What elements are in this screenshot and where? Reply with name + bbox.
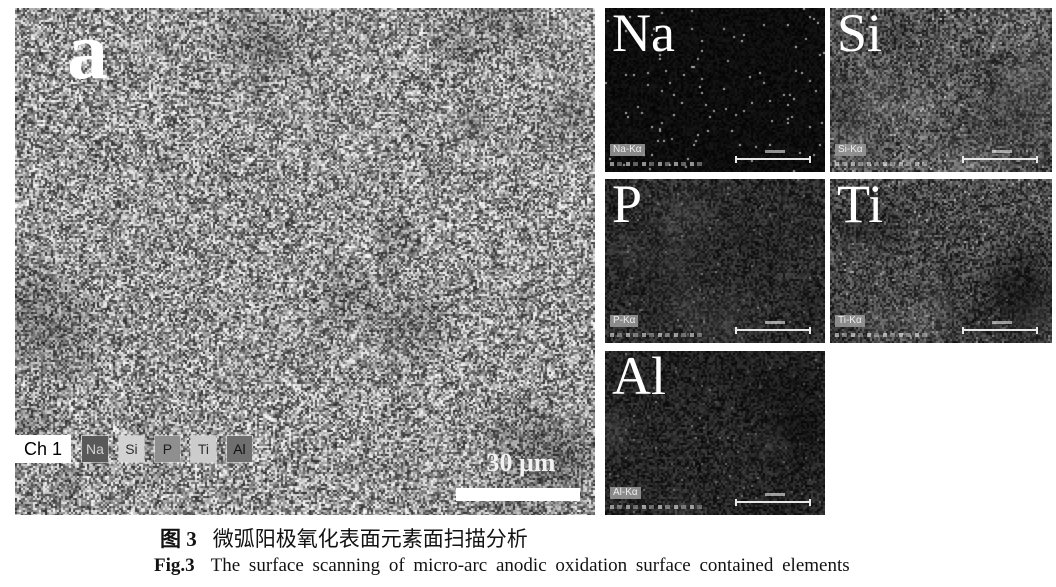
channel-element-row: Ch 1 Na Si P Ti Al	[15, 435, 252, 463]
scale-bar-microlabel	[765, 150, 785, 153]
caption-chinese-text: 微弧阳极氧化表面元素面扫描分析	[213, 527, 528, 551]
element-chip-p: P	[155, 436, 180, 462]
panel-letter-label: a	[67, 10, 108, 92]
channel-label: Ch 1	[15, 435, 71, 463]
caption-chinese: 图 3 微弧阳极氧化表面元素面扫描分析	[160, 523, 528, 553]
element-chip-na: Na	[82, 436, 108, 462]
eds-map-panel-al: Al Al-Kα	[605, 351, 825, 515]
xray-line-badge: P-Kα	[610, 315, 638, 327]
scale-bar-microlabel	[992, 321, 1012, 324]
element-label: Si	[837, 8, 882, 64]
scale-bar-label: 30 μm	[456, 448, 586, 478]
element-chip-al: Al	[227, 436, 252, 462]
metadata-microtext	[610, 333, 706, 337]
metadata-microtext	[610, 162, 706, 166]
xray-line-badge: Al-Kα	[610, 487, 641, 499]
element-label: Ti	[837, 179, 883, 235]
caption-english-text: The surface scanning of micro-arc anodic…	[211, 555, 850, 576]
caption-english-tag: Fig.3	[154, 555, 195, 576]
scale-bar	[735, 499, 811, 506]
metadata-microtext	[835, 162, 931, 166]
eds-map-panel-ti: Ti Ti-Kα	[830, 179, 1052, 343]
element-label: Al	[612, 351, 666, 407]
metadata-microtext	[835, 333, 931, 337]
scale-bar-microlabel	[992, 150, 1012, 153]
eds-map-panel-p: P P-Kα	[605, 179, 825, 343]
sem-main-panel: a Ch 1 Na Si P Ti Al 30 μm	[15, 8, 595, 515]
eds-map-panel-si: Si Si-Kα	[830, 8, 1052, 172]
element-chip-si: Si	[119, 436, 144, 462]
scale-bar-microlabel	[765, 321, 785, 324]
element-chip-ti: Ti	[191, 436, 216, 462]
caption-english: Fig.3 The surface scanning of micro-arc a…	[154, 555, 850, 577]
caption-chinese-tag: 图 3	[160, 527, 197, 551]
xray-line-badge: Ti-Kα	[835, 315, 865, 327]
eds-map-panel-na: Na Na-Kα	[605, 8, 825, 172]
metadata-microtext	[610, 505, 706, 509]
element-label: P	[612, 179, 642, 235]
scale-bar	[456, 488, 580, 501]
scale-bar	[735, 156, 811, 163]
scale-bar-microlabel	[765, 493, 785, 496]
scale-bar	[962, 156, 1038, 163]
figure-page: a Ch 1 Na Si P Ti Al 30 μm Na Na-Kα Si S…	[0, 0, 1056, 587]
xray-line-badge: Na-Kα	[610, 144, 645, 156]
scale-bar	[962, 327, 1038, 334]
xray-line-badge: Si-Kα	[835, 144, 866, 156]
element-label: Na	[612, 8, 675, 64]
scale-bar	[735, 327, 811, 334]
